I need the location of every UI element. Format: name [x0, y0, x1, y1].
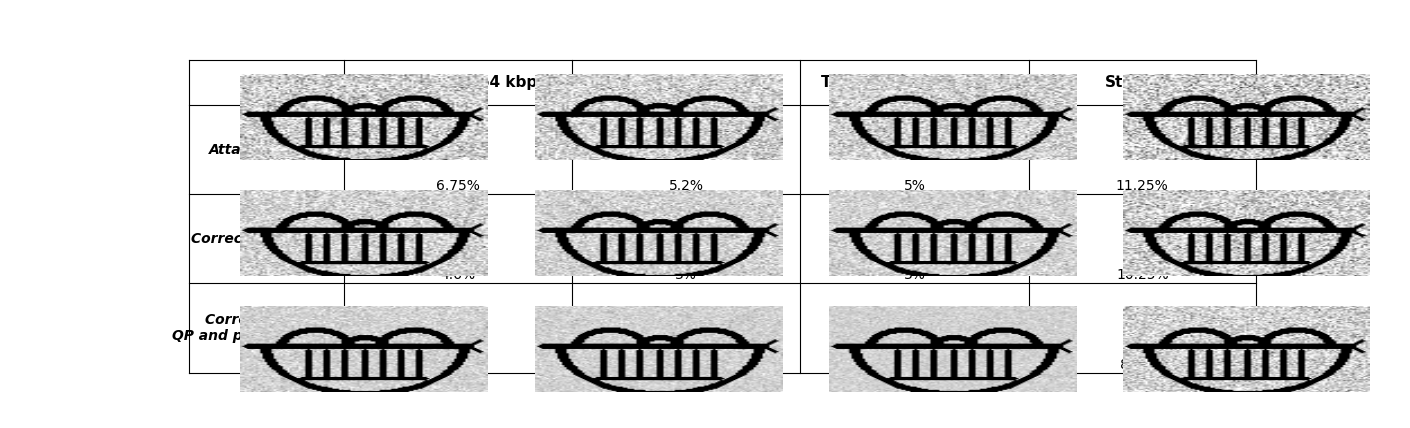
Text: Attacked video: Attacked video: [209, 143, 324, 157]
Text: StirMark: StirMark: [1105, 75, 1179, 90]
Text: 2%: 2%: [447, 358, 470, 372]
Text: 3%: 3%: [675, 268, 698, 282]
Text: 3%: 3%: [904, 268, 925, 282]
Text: 5.2%: 5.2%: [668, 179, 704, 193]
Text: Corrected video QP: Corrected video QP: [192, 232, 343, 246]
Text: 11.25%: 11.25%: [1115, 179, 1169, 193]
Text: 2%: 2%: [675, 358, 698, 372]
Text: 4.6%: 4.6%: [440, 268, 475, 282]
Text: 6.75%: 6.75%: [436, 179, 479, 193]
Text: Transcoding 64 kbps: Transcoding 64 kbps: [369, 75, 546, 90]
Text: 1%: 1%: [904, 358, 925, 372]
Text: 5%: 5%: [904, 179, 925, 193]
Text: Transcoding 128 kbps: Transcoding 128 kbps: [594, 75, 780, 90]
Text: 8.65%: 8.65%: [1121, 358, 1165, 372]
Text: Corrected video
QP and prediction mode: Corrected video QP and prediction mode: [172, 313, 361, 343]
Text: Video: Video: [245, 75, 288, 90]
Text: Transcoding 256 kbps: Transcoding 256 kbps: [821, 75, 1008, 90]
Text: 10.25%: 10.25%: [1115, 268, 1169, 282]
